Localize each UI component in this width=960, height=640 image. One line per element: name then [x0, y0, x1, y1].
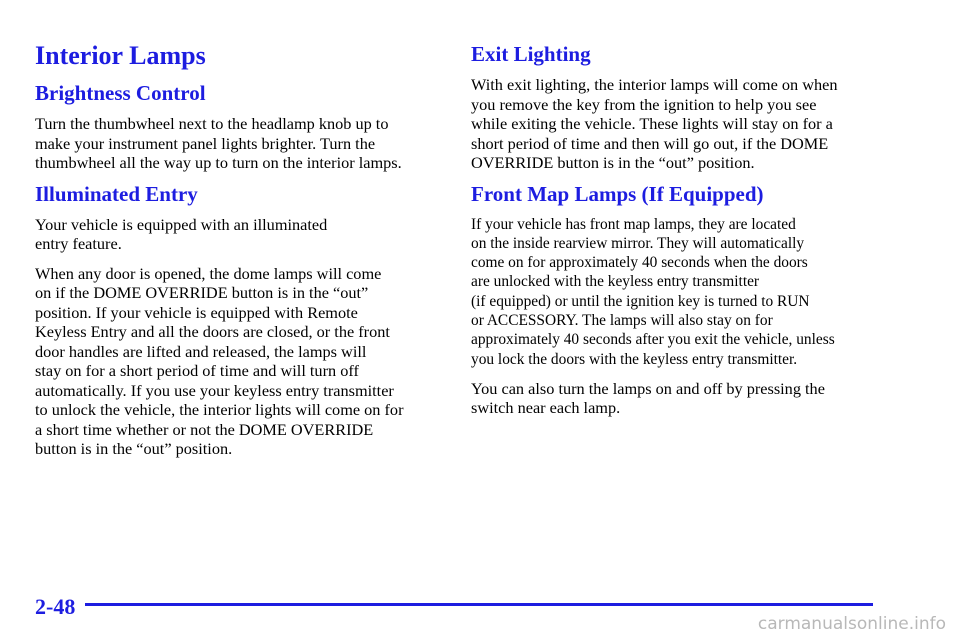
text-line: entry feature. [35, 234, 122, 253]
text-line: button is in the “out” position. [35, 439, 233, 458]
text-line: come on for approximately 40 seconds whe… [471, 254, 808, 272]
section-heading: Brightness Control [35, 81, 206, 105]
text-line: make your instrument panel lights bright… [35, 133, 376, 153]
left-column: Interior Lamps Brightness Control Turn the… [35, 40, 455, 459]
text-line: or ACCESSORY. The lamps will also stay o… [471, 311, 773, 329]
text-line: With exit lighting, the interior lamps w… [471, 75, 838, 94]
text-line: on the inside rearview mirror. They will… [471, 234, 805, 252]
paragraph: If your vehicle has front map lamps, the… [471, 215, 891, 369]
section-heading: Exit Lighting [471, 42, 591, 66]
text-line: short period of time and then will go ou… [471, 133, 829, 153]
text-line: door handles are lifted and released, th… [35, 341, 367, 361]
paragraph: Your vehicle is equipped with an illumin… [35, 215, 455, 254]
text-line: Turn the thumbwheel next to the headlamp… [35, 114, 389, 133]
text-line: while exiting the vehicle. These lights … [471, 114, 833, 133]
paragraph: When any door is opened, the dome lamps … [35, 264, 455, 459]
section-heading: Illuminated Entry [35, 181, 198, 206]
text-line: thumbwheel all the way up to turn on the… [35, 153, 402, 172]
footer-rule [85, 603, 873, 606]
section-heading: Front Map Lamps (If Equipped) [471, 181, 764, 206]
text-line: Your vehicle is equipped with an illumin… [35, 214, 328, 234]
right-column: Exit Lighting With exit lighting, the int… [471, 33, 891, 418]
text-line: Keyless Entry and all the doors are clos… [35, 322, 390, 341]
watermark: carmanualsonline.info [757, 614, 946, 634]
page-number: 2-48 [35, 594, 76, 619]
text-line: You can also turn the lamps on and off b… [471, 378, 825, 398]
text-line: (if equipped) or until the ignition key … [471, 292, 810, 310]
paragraph: With exit lighting, the interior lamps w… [471, 75, 891, 173]
text-line: If your vehicle has front map lamps, the… [471, 215, 796, 233]
page-title: Interior Lamps [35, 41, 206, 70]
text-line: switch near each lamp. [471, 398, 621, 418]
paragraph: Turn the thumbwheel next to the headlamp… [35, 114, 455, 173]
text-line: When any door is opened, the dome lamps … [35, 263, 382, 283]
text-line: stay on for a short period of time and w… [35, 361, 359, 380]
text-line: you lock the doors with the keyless entr… [471, 350, 798, 368]
text-line: to unlock the vehicle, the interior ligh… [35, 400, 404, 419]
text-line: are unlocked with the keyless entry tran… [471, 273, 760, 291]
text-line: a short time whether or not the DOME OVE… [35, 419, 374, 439]
text-line: you remove the key from the ignition to … [471, 94, 817, 114]
paragraph: You can also turn the lamps on and off b… [471, 379, 891, 418]
text-line: on if the DOME OVERRIDE button is in the… [35, 283, 369, 302]
text-line: approximately 40 seconds after you exit … [471, 331, 835, 349]
text-line: position. If your vehicle is equipped wi… [35, 302, 358, 322]
text-line: automatically. If you use your keyless e… [35, 380, 394, 400]
text-line: OVERRIDE button is in the “out” position… [471, 153, 755, 172]
